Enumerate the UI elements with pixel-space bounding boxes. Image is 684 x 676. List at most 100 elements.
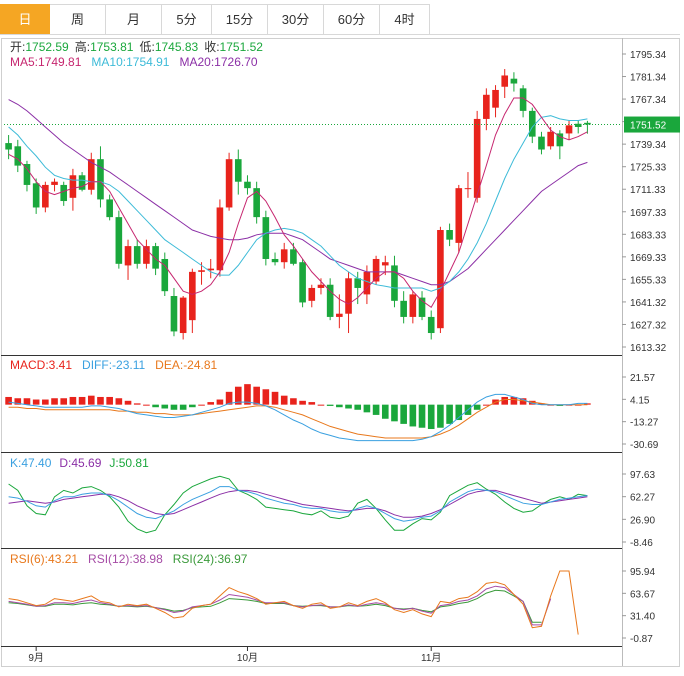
candle-body	[78, 175, 86, 190]
tab-7[interactable]: 4时	[380, 4, 430, 34]
candle-body	[418, 297, 426, 317]
kdj_axis-tick-label: 62.27	[630, 493, 655, 504]
tab-0[interactable]: 日	[0, 4, 50, 34]
diff-value: -23.11	[112, 358, 145, 372]
candle-body	[280, 249, 288, 263]
candle-body	[115, 217, 123, 264]
candle-body	[51, 181, 58, 185]
close-label: 收:	[204, 40, 219, 54]
rsi_axis-tick-label: 63.67	[630, 589, 655, 600]
current-price-badge	[624, 116, 680, 133]
candle-body	[455, 188, 463, 243]
diff-label: DIFF:	[82, 358, 112, 372]
ohlc-legend: 开:1752.59 高:1753.81 低:1745.83 收:1751.52	[10, 39, 263, 54]
candle-body	[106, 199, 113, 218]
candle-body	[317, 284, 325, 288]
ma20-value: 1726.70	[214, 55, 258, 69]
x-tick-label: 11月	[421, 652, 441, 664]
price_axis-tick-label: 1627.32	[630, 320, 667, 331]
macd-bar	[161, 404, 169, 409]
macd-bar	[271, 391, 279, 405]
macd-bar	[556, 404, 564, 406]
macd-bar	[400, 404, 407, 424]
tab-2[interactable]: 月	[106, 4, 162, 34]
macd-bar	[42, 399, 49, 405]
rsi24-line	[8, 589, 542, 623]
macd-bar	[446, 404, 453, 424]
macd-bar	[326, 404, 334, 406]
candle-body	[437, 230, 444, 329]
tab-3[interactable]: 5分	[162, 4, 212, 34]
macd-label: MACD:	[10, 358, 49, 372]
macd-bar	[510, 396, 518, 405]
candle-body	[299, 262, 306, 303]
ma20-label: MA20:	[179, 55, 214, 69]
candle-body	[381, 262, 389, 266]
macd_axis-tick-label: -13.27	[630, 418, 659, 429]
candle-body	[409, 294, 417, 317]
macd-bar	[262, 389, 270, 405]
high-value: 1753.81	[90, 40, 134, 54]
open-label: 开:	[10, 40, 25, 54]
tab-1[interactable]: 周	[50, 4, 106, 34]
price_axis-tick-label: 1739.34	[630, 140, 667, 151]
ma20-line	[8, 99, 588, 286]
tab-5[interactable]: 30分	[268, 4, 324, 34]
price_axis-tick-label: 1641.32	[630, 298, 667, 309]
d-line	[8, 489, 588, 518]
macd-bar	[455, 404, 463, 421]
candle-body	[510, 78, 518, 84]
price_axis-tick-label: 1711.33	[630, 185, 666, 196]
macd-bar	[391, 404, 398, 422]
high-label: 高:	[75, 39, 90, 54]
x-tick-label: 9月	[28, 652, 44, 664]
macd-bar	[418, 404, 426, 428]
macd-bar	[5, 396, 12, 405]
macd-bar	[225, 391, 233, 405]
macd-bar	[473, 404, 481, 410]
macd-bar	[290, 398, 297, 405]
open-value: 1752.59	[25, 40, 69, 54]
current-price-label: 1751.52	[630, 121, 667, 132]
macd-bar	[584, 403, 591, 405]
macd-bar	[253, 386, 260, 405]
ma10-label: MA10:	[91, 55, 126, 69]
candle-body	[32, 183, 40, 208]
candle-body	[14, 146, 22, 166]
macd-bar	[97, 396, 104, 405]
tab-6[interactable]: 60分	[324, 4, 380, 34]
candle-body	[427, 316, 435, 334]
candle-body	[473, 118, 481, 198]
kdj_axis-tick-label: 26.90	[630, 515, 655, 526]
ma5-value: 1749.81	[38, 55, 82, 69]
macd-bar	[143, 404, 150, 406]
rsi12-line	[8, 585, 552, 626]
macd-bar	[60, 398, 68, 405]
macd-bar	[308, 402, 316, 405]
candle-body	[189, 271, 196, 321]
price_axis-tick-label: 1655.33	[630, 275, 667, 286]
candle-body	[492, 89, 499, 108]
macd-bar	[336, 404, 343, 408]
macd-bar	[170, 404, 178, 410]
tab-4[interactable]: 15分	[212, 4, 268, 34]
macd-bar	[381, 404, 389, 419]
macd_axis-tick-label: 21.57	[630, 373, 655, 384]
candle-body	[179, 297, 187, 334]
rsi24-value: 36.97	[217, 552, 247, 566]
macd-bar	[69, 396, 77, 405]
candle-body	[253, 188, 260, 218]
candle-body	[501, 75, 509, 87]
candle-body	[225, 159, 233, 208]
dea-value: -24.81	[183, 358, 217, 372]
dea-label: DEA:	[155, 358, 183, 372]
period-tabs: 日周月 5分 15分 30分 60分 4时	[0, 4, 680, 35]
macd-bar	[234, 386, 242, 405]
price_axis-tick-label: 1767.34	[630, 95, 667, 106]
j-label: J:	[109, 456, 118, 470]
ma10-line	[8, 115, 588, 292]
rsi_axis-tick-label: 95.94	[630, 567, 655, 578]
candle-body	[308, 287, 316, 301]
